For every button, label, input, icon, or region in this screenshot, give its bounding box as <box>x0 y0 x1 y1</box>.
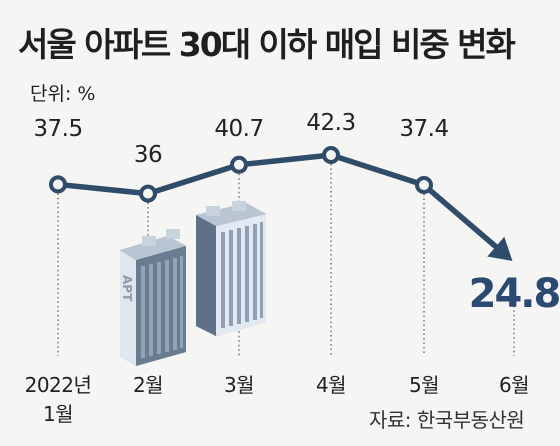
x-tick-labels: 2022년 1월 2월 3월 4월 5월 6월 <box>25 373 530 426</box>
x-tick-label: 5월 <box>409 373 439 397</box>
x-tick-label: 2022년 <box>25 373 92 397</box>
data-label: 42.3 <box>306 110 355 136</box>
data-point <box>415 176 433 195</box>
data-label: 37.5 <box>33 116 82 142</box>
x-tick-label: 2월 <box>133 373 163 397</box>
series-line-group <box>55 152 513 261</box>
data-points <box>49 146 433 203</box>
source-note: 자료: 한국부동산원 <box>369 408 525 432</box>
data-label: 36 <box>134 142 162 168</box>
data-label: 37.4 <box>399 116 448 142</box>
unit-label: 단위: % <box>30 83 96 105</box>
data-labels: 37.5 36 40.7 42.3 37.4 24.8 <box>33 110 560 317</box>
x-tick-label: 3월 <box>224 373 254 397</box>
data-point <box>230 155 248 174</box>
data-point <box>139 184 157 203</box>
chart-title: 서울 아파트 30대 이하 매입 비중 변화 <box>18 25 516 64</box>
data-point <box>49 175 67 194</box>
series-line <box>55 152 499 250</box>
x-tick-label: 6월 <box>499 373 529 397</box>
data-point <box>322 146 340 164</box>
x-tick-label: 1월 <box>43 402 73 426</box>
svg-text:APT: APT <box>120 275 134 302</box>
data-point-arrow <box>487 236 513 261</box>
apartment-buildings-icon: APT <box>120 201 266 366</box>
data-label: 40.7 <box>214 116 263 142</box>
data-label-highlight: 24.8 <box>469 271 560 317</box>
x-tick-label: 4월 <box>316 373 346 397</box>
